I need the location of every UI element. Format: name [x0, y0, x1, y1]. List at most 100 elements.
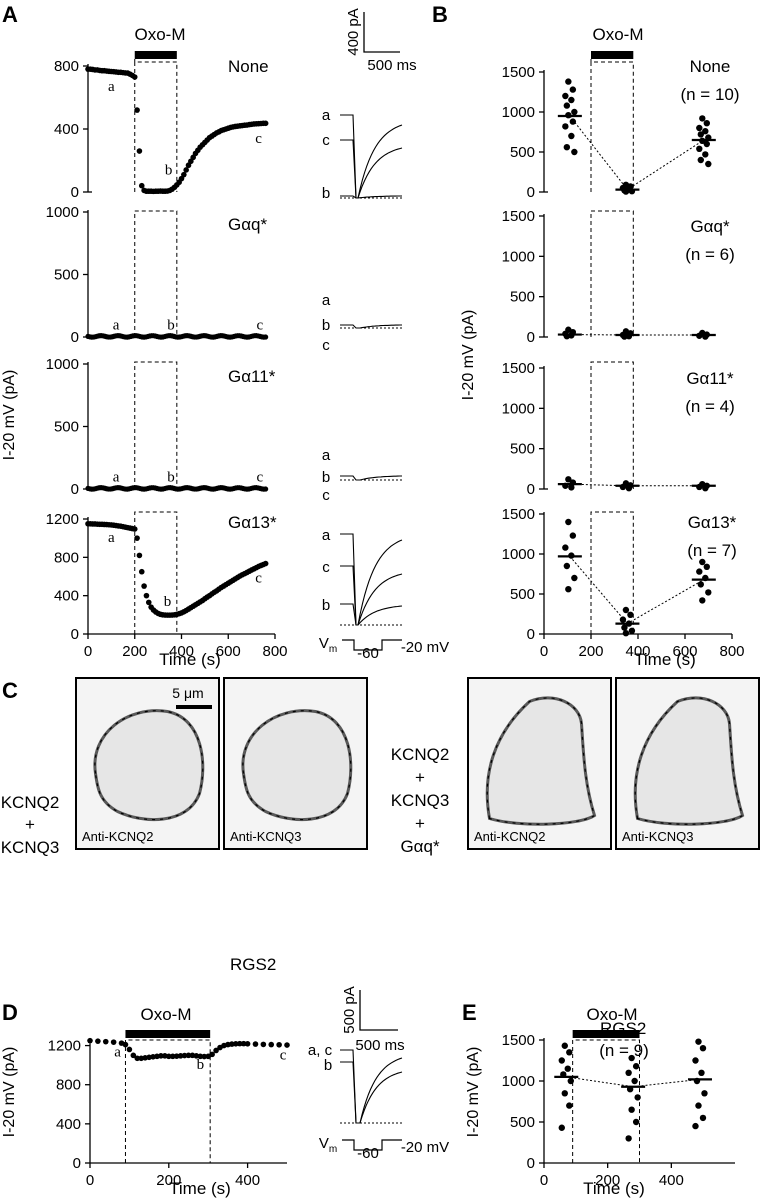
data-point — [201, 1053, 208, 1060]
group-point — [558, 1124, 565, 1131]
oxo-label-D: Oxo-M — [141, 1005, 192, 1024]
group-point — [619, 616, 627, 623]
y-tick-label: 500 — [510, 289, 535, 306]
y-tick-label: 1000 — [502, 400, 535, 417]
group-point — [632, 1118, 640, 1126]
oxo-window — [134, 361, 178, 489]
current-trace — [340, 603, 403, 626]
data-point — [158, 1053, 164, 1059]
image-label: Anti-KCNQ2 — [82, 829, 154, 844]
y-tick-label: 500 — [510, 1114, 535, 1131]
y-tick-label: 1000 — [502, 1073, 535, 1090]
y-tick-label: 0 — [71, 329, 79, 346]
data-point — [136, 552, 143, 559]
traces-A1: ac b — [322, 107, 403, 202]
group-point — [561, 1042, 568, 1049]
n-B2: (n = 6) — [685, 245, 735, 264]
data-point — [213, 1047, 219, 1054]
group2-line4: + — [415, 814, 425, 833]
xlabel-E: Time (s) — [583, 1179, 645, 1198]
y-tick-label: 0 — [527, 329, 535, 346]
oxo-window — [134, 210, 178, 337]
oxo-window — [590, 361, 634, 489]
panel-label-E: E — [462, 1000, 477, 1025]
group-point — [695, 1102, 702, 1109]
group-point — [698, 1069, 705, 1077]
data-point — [131, 526, 138, 532]
y-tick-label: 0 — [73, 1155, 81, 1172]
y-tick-label: 500 — [54, 267, 79, 284]
current-trace — [340, 324, 402, 329]
data-point — [209, 1051, 215, 1058]
ylabel-E: I-20 mV (pA) — [465, 1047, 482, 1138]
point-label: b — [167, 318, 175, 334]
point-label: b — [165, 163, 173, 179]
oxo-label-E: Oxo-M — [587, 1005, 638, 1024]
vm-subscript: m — [329, 644, 337, 655]
y-tick-label: 0 — [71, 184, 79, 201]
scale-D-time: 500 ms — [355, 1037, 404, 1054]
current-trace — [340, 114, 403, 199]
group-point — [628, 627, 636, 634]
vm-D: Vm -60 -20 mV — [319, 1135, 449, 1162]
y-tick-label: 800 — [54, 549, 79, 566]
data-point — [166, 1053, 172, 1060]
group-point — [563, 102, 571, 109]
n-B4: (n = 7) — [687, 541, 737, 560]
chart-a1: 0 400 800 a b c — [54, 51, 269, 201]
ylabel-B: I-20 mV (pA) — [460, 310, 477, 401]
group-point — [622, 630, 630, 637]
data-point — [185, 1052, 192, 1059]
data-point — [244, 1041, 251, 1047]
current-trace — [340, 533, 403, 626]
oxo-bar — [572, 1030, 640, 1038]
ylabel-A: I-20 mV (pA) — [1, 370, 18, 461]
n-E: (n = 9) — [599, 1041, 649, 1060]
group2-line3: KCNQ3 — [391, 791, 450, 810]
group-point — [562, 92, 569, 100]
group-point — [705, 160, 712, 168]
cell-membrane — [241, 709, 353, 821]
y-tick-label: 1000 — [46, 356, 79, 373]
trace-letter: b — [322, 597, 330, 614]
trace-letter: b — [324, 1057, 332, 1074]
group1-line3: KCNQ3 — [1, 838, 60, 857]
point-label: a — [113, 470, 120, 486]
mean-connector — [569, 556, 705, 625]
y-tick-label: 500 — [510, 586, 535, 603]
y-tick-label: 1500 — [502, 208, 535, 225]
x-tick-label: 0 — [540, 643, 548, 660]
group-point — [563, 562, 571, 570]
group2-line2: + — [415, 768, 425, 787]
cell-membrane-detail — [242, 710, 352, 821]
vm-A: Vm -60 -20 mV — [319, 635, 449, 662]
group-point — [701, 1090, 708, 1097]
vm-label: Vm — [319, 635, 337, 655]
scale-A-time: 500 ms — [367, 57, 416, 74]
vm-step-20: -20 mV — [401, 639, 449, 656]
n-B1: (n = 10) — [680, 85, 739, 104]
oxo-window — [590, 511, 634, 634]
data-point — [183, 167, 189, 173]
current-trace — [340, 195, 402, 199]
y-tick-label: 1500 — [502, 1032, 535, 1049]
group-point — [697, 581, 704, 588]
vm-subscript: m — [329, 1144, 337, 1155]
trace-letter: c — [322, 559, 330, 576]
x-tick-label: 800 — [719, 643, 744, 660]
data-point — [181, 1052, 188, 1059]
oxo-window — [572, 1039, 640, 1163]
y-tick-label: 0 — [527, 1155, 535, 1172]
cell-membrane-detail — [94, 710, 204, 821]
group-point — [564, 1065, 571, 1072]
panel-label-A: A — [2, 2, 18, 27]
condition-A2: Gαq* — [228, 215, 268, 234]
group-point — [567, 1077, 574, 1085]
scale-D-current: 500 pA — [341, 986, 358, 1034]
oxo-bar — [125, 1030, 211, 1038]
group-point — [625, 1135, 632, 1142]
ylabel-D: I-20 mV (pA) — [1, 1047, 18, 1138]
data-point — [252, 1041, 259, 1047]
group-point — [571, 574, 578, 582]
point-label: c — [255, 131, 262, 147]
